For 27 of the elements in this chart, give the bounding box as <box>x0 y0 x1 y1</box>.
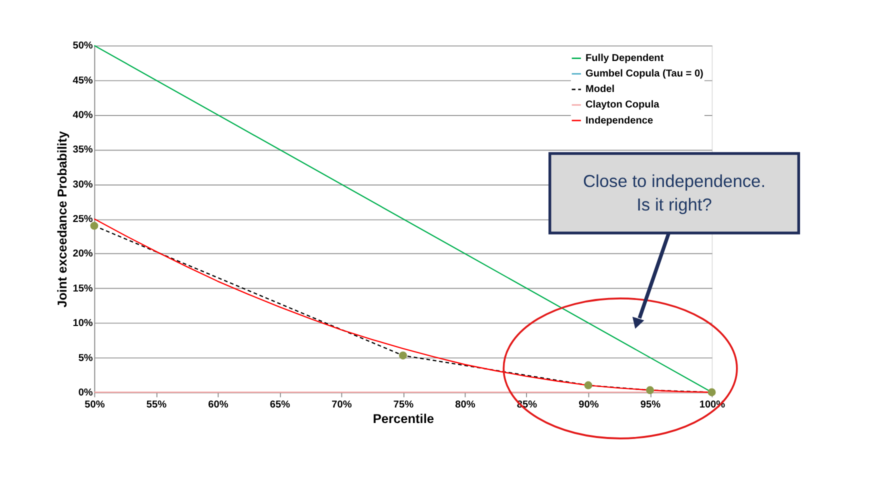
x-tick-label: 60% <box>208 399 228 410</box>
y-tick-label: 0% <box>78 387 93 398</box>
x-axis-title: Percentile <box>372 410 434 426</box>
legend-label: Clayton Copula <box>586 100 660 111</box>
legend-label: Fully Dependent <box>586 53 664 64</box>
x-tick-label: 65% <box>270 399 290 410</box>
y-tick-label: 10% <box>72 318 93 330</box>
x-tick-label: 55% <box>146 399 167 410</box>
y-tick-label: 15% <box>72 283 93 294</box>
y-tick-label: 5% <box>78 352 93 364</box>
y-tick-label: 35% <box>72 144 93 156</box>
x-tick-label: 75% <box>393 399 414 410</box>
legend-label: Independence <box>586 115 654 126</box>
x-tick-label: 70% <box>332 399 352 410</box>
legend-label: Gumbel Copula (Tau = 0) <box>586 68 704 80</box>
legend-label: Model <box>586 84 615 96</box>
y-tick-label: 50% <box>72 40 93 52</box>
x-tick-label: 95% <box>640 399 661 410</box>
y-axis-title: Joint exceedance Probability <box>54 130 70 308</box>
annotation: Close to independence. Is it right? <box>582 170 766 215</box>
x-tick-label: 90% <box>578 399 599 410</box>
x-tick-label: 80% <box>455 399 476 410</box>
y-tick-label: 20% <box>72 248 93 260</box>
y-tick-label: 30% <box>72 179 93 190</box>
y-tick-label: 45% <box>72 75 93 86</box>
y-tick-label: 40% <box>72 110 93 122</box>
y-tick-label: 25% <box>72 214 93 226</box>
